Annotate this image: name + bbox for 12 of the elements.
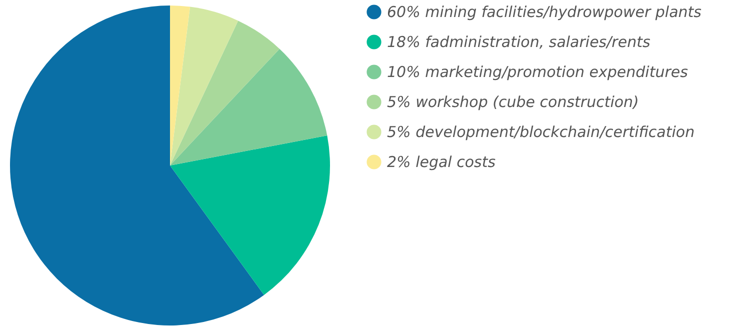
pie-slice (170, 20, 280, 166)
legend-label: 10% marketing/promotion expenditures (387, 63, 688, 81)
pie-slice (10, 6, 264, 326)
legend-label: 18% fadministration, salaries/rents (387, 33, 650, 51)
pie-slice (170, 136, 330, 295)
pie-slice (170, 6, 238, 166)
legend-label: 60% mining facilities/hydrowpower plants (387, 3, 702, 21)
legend-label: 5% development/blockchain/certification (387, 123, 695, 141)
legend-label: 5% workshop (cube construction) (387, 93, 639, 111)
pie-slice (170, 6, 190, 166)
legend-label: 2% legal costs (387, 153, 496, 171)
pie-slice (170, 48, 328, 166)
